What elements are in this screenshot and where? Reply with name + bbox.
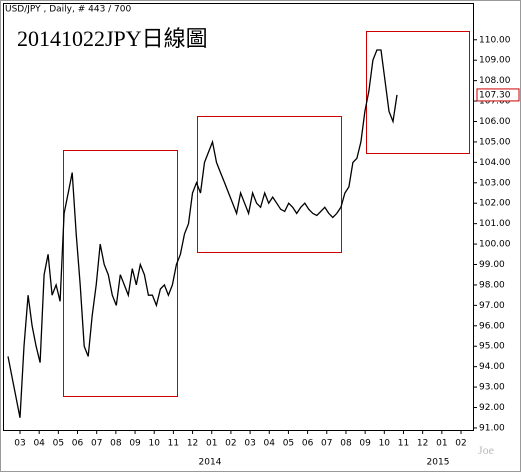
price-line [7, 49, 398, 418]
x-tick-label: 09 [129, 439, 141, 449]
highlight-box [63, 150, 178, 397]
x-tick-label: 07 [91, 439, 102, 449]
x-tick-label: 02 [225, 439, 236, 449]
price-label: 107.30 [479, 90, 511, 100]
y-tick-label: 99.00 [479, 260, 505, 270]
y-tick-label: 95.00 [479, 342, 505, 352]
y-tick-label: 96.00 [479, 321, 505, 331]
y-tick-label: 92.00 [479, 403, 505, 413]
y-tick-label: 93.00 [479, 383, 505, 393]
year-label: 2015 [427, 458, 450, 468]
y-tick-label: 101.00 [479, 219, 511, 229]
chart-title: 20141022JPY日線圖 [17, 26, 208, 51]
x-tick-label: 04 [33, 439, 45, 449]
y-tick-label: 91.00 [479, 423, 505, 433]
price-label-box [476, 88, 520, 102]
y-tick-label: 100.00 [479, 240, 511, 250]
watermark: Joe [478, 443, 494, 457]
x-tick-label: 03 [244, 439, 255, 449]
highlight-box [366, 31, 470, 154]
x-tick-label: 01 [206, 439, 217, 449]
x-tick-label: 12 [417, 439, 428, 449]
x-tick-label: 05 [283, 439, 294, 449]
year-label: 2014 [199, 458, 222, 468]
plot-border [3, 3, 474, 431]
x-tick-label: 08 [340, 439, 352, 449]
y-tick-label: 106.00 [479, 117, 511, 127]
chart-header: USD/JPY , Daily, # 443 / 700 [5, 5, 132, 15]
x-tick-label: 10 [379, 439, 391, 449]
y-tick-label: 103.00 [479, 178, 511, 188]
x-tick-label: 03 [14, 439, 25, 449]
x-tick-label: 08 [110, 439, 122, 449]
x-tick-label: 06 [72, 439, 84, 449]
y-tick-label: 97.00 [479, 301, 505, 311]
x-tick-label: 09 [359, 439, 371, 449]
y-tick-label: 107.00 [479, 97, 511, 107]
x-tick-label: 05 [53, 439, 64, 449]
x-tick-label: 02 [455, 439, 466, 449]
y-tick-label: 108.00 [479, 76, 511, 86]
x-tick-label: 11 [398, 439, 409, 449]
x-tick-label: 12 [187, 439, 198, 449]
x-tick-label: 06 [302, 439, 314, 449]
y-tick-label: 104.00 [479, 158, 511, 168]
x-tick-label: 11 [168, 439, 179, 449]
x-tick-label: 01 [436, 439, 447, 449]
y-tick-label: 102.00 [479, 199, 511, 209]
y-tick-label: 94.00 [479, 362, 505, 372]
x-tick-label: 10 [148, 439, 160, 449]
x-tick-label: 04 [264, 439, 276, 449]
y-tick-label: 105.00 [479, 137, 511, 147]
y-tick-label: 110.00 [479, 35, 511, 45]
x-tick-label: 07 [321, 439, 332, 449]
y-tick-label: 98.00 [479, 280, 505, 290]
y-tick-label: 109.00 [479, 56, 511, 66]
